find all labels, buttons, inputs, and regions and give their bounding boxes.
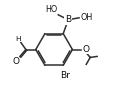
Text: O: O <box>12 57 19 66</box>
Text: H: H <box>15 36 20 42</box>
Text: OH: OH <box>80 13 92 22</box>
Text: O: O <box>82 45 90 54</box>
Text: HO: HO <box>45 5 57 14</box>
Text: B: B <box>65 15 71 24</box>
Text: Br: Br <box>60 71 70 80</box>
